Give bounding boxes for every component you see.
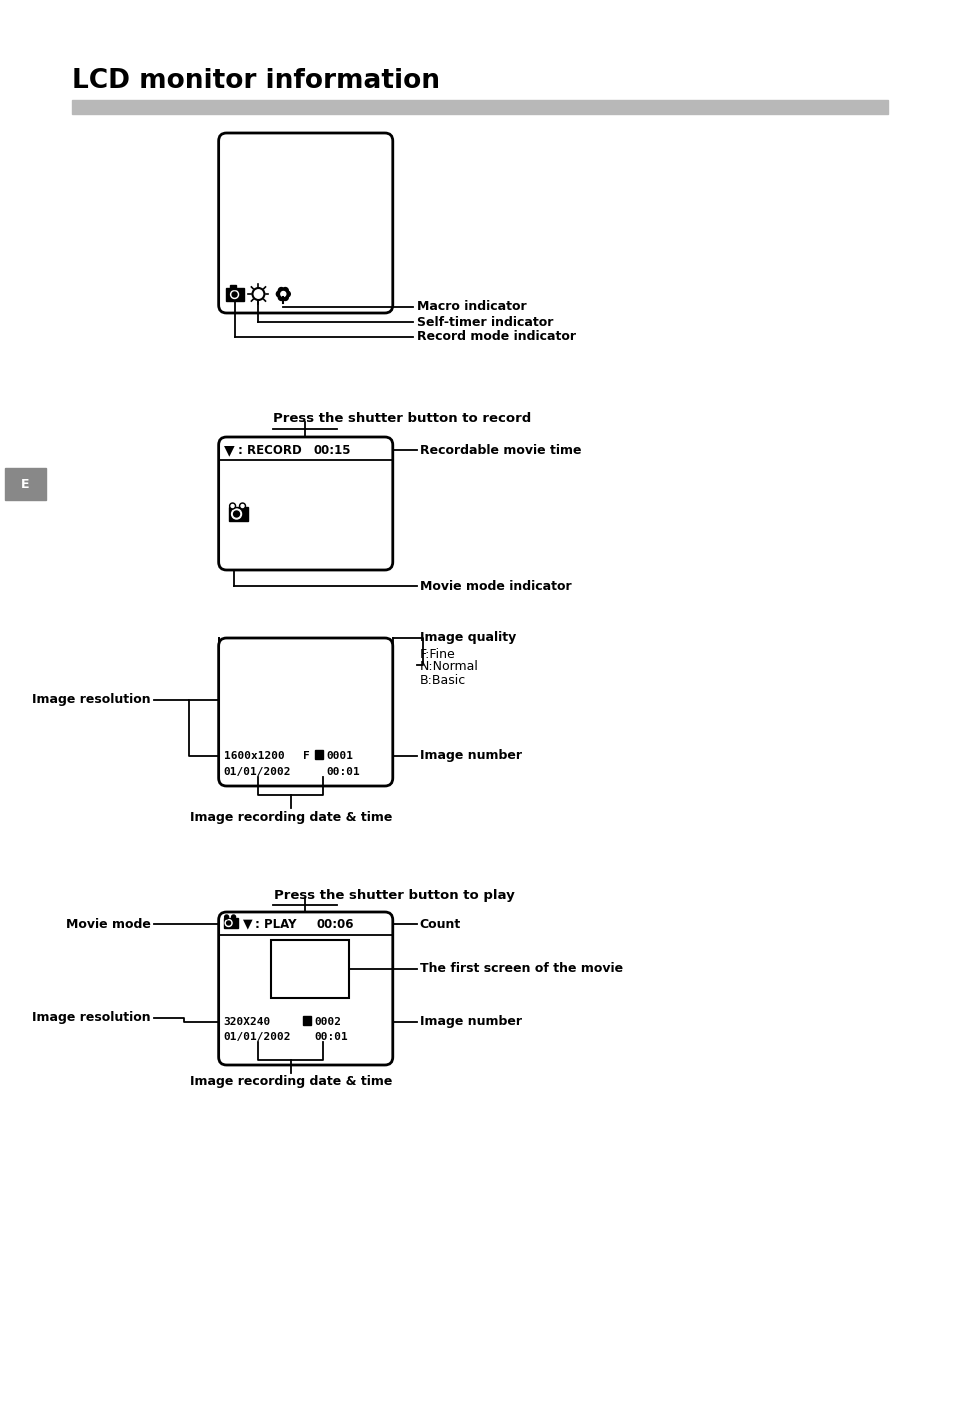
- Bar: [229, 507, 248, 521]
- Bar: [5, 469, 47, 499]
- Text: 00:01: 00:01: [326, 767, 359, 777]
- Text: 320X240: 320X240: [223, 1017, 271, 1027]
- Circle shape: [282, 294, 288, 301]
- Text: 0001: 0001: [326, 751, 353, 761]
- Circle shape: [225, 920, 232, 926]
- Text: Image recording date & time: Image recording date & time: [190, 810, 392, 823]
- Text: 1600x1200: 1600x1200: [223, 751, 284, 761]
- Circle shape: [231, 290, 238, 298]
- Text: ▼: ▼: [223, 443, 234, 457]
- Text: Count: Count: [419, 917, 460, 930]
- Text: Image resolution: Image resolution: [32, 1012, 151, 1024]
- Text: The first screen of the movie: The first screen of the movie: [419, 962, 622, 975]
- Text: Image number: Image number: [419, 1016, 521, 1029]
- Circle shape: [282, 287, 288, 294]
- Text: 00:15: 00:15: [313, 443, 351, 456]
- Bar: [72, 100, 887, 114]
- Text: F: F: [303, 751, 310, 761]
- Bar: [225, 288, 243, 301]
- Text: 01/01/2002: 01/01/2002: [223, 767, 291, 777]
- Text: 00:06: 00:06: [315, 917, 354, 930]
- FancyBboxPatch shape: [218, 912, 393, 1065]
- Text: Self-timer indicator: Self-timer indicator: [416, 315, 553, 328]
- Bar: [271, 940, 349, 998]
- Text: Movie mode: Movie mode: [66, 917, 151, 930]
- Bar: [223, 917, 237, 929]
- Text: F:Fine: F:Fine: [419, 647, 455, 660]
- Circle shape: [278, 294, 284, 301]
- Text: Image resolution: Image resolution: [32, 694, 151, 706]
- Text: Image recording date & time: Image recording date & time: [190, 1075, 392, 1089]
- Circle shape: [224, 915, 229, 919]
- FancyBboxPatch shape: [218, 134, 393, 312]
- Bar: [303, 1016, 311, 1026]
- Circle shape: [232, 293, 236, 297]
- Circle shape: [231, 505, 233, 508]
- Text: Press the shutter button to record: Press the shutter button to record: [274, 411, 531, 425]
- Text: Image quality: Image quality: [419, 632, 516, 644]
- Text: 0002: 0002: [314, 1017, 341, 1027]
- Text: ▼: ▼: [242, 917, 252, 930]
- Text: : PLAY: : PLAY: [255, 917, 296, 930]
- Text: N:Normal: N:Normal: [419, 660, 478, 674]
- Circle shape: [280, 291, 286, 297]
- Text: Macro indicator: Macro indicator: [416, 301, 526, 314]
- Text: : RECORD: : RECORD: [237, 443, 301, 456]
- FancyBboxPatch shape: [218, 438, 393, 570]
- Circle shape: [278, 287, 284, 294]
- Text: LCD monitor information: LCD monitor information: [72, 68, 440, 94]
- Text: Record mode indicator: Record mode indicator: [416, 331, 575, 343]
- Text: 00:01: 00:01: [314, 1031, 348, 1043]
- Text: B:Basic: B:Basic: [419, 674, 465, 687]
- Bar: [230, 286, 235, 288]
- Circle shape: [276, 291, 282, 297]
- Circle shape: [241, 505, 244, 508]
- Circle shape: [233, 511, 239, 516]
- Text: Press the shutter button to play: Press the shutter button to play: [274, 888, 515, 902]
- Circle shape: [239, 502, 245, 509]
- FancyBboxPatch shape: [218, 637, 393, 787]
- Circle shape: [230, 502, 235, 509]
- Circle shape: [232, 915, 235, 919]
- Circle shape: [284, 291, 290, 297]
- Text: 01/01/2002: 01/01/2002: [223, 1031, 291, 1043]
- Text: Image number: Image number: [419, 750, 521, 763]
- Text: Recordable movie time: Recordable movie time: [419, 443, 580, 456]
- Circle shape: [232, 509, 241, 519]
- Bar: [314, 750, 323, 758]
- Circle shape: [227, 922, 231, 924]
- Text: E: E: [21, 477, 30, 491]
- Text: Movie mode indicator: Movie mode indicator: [419, 580, 571, 592]
